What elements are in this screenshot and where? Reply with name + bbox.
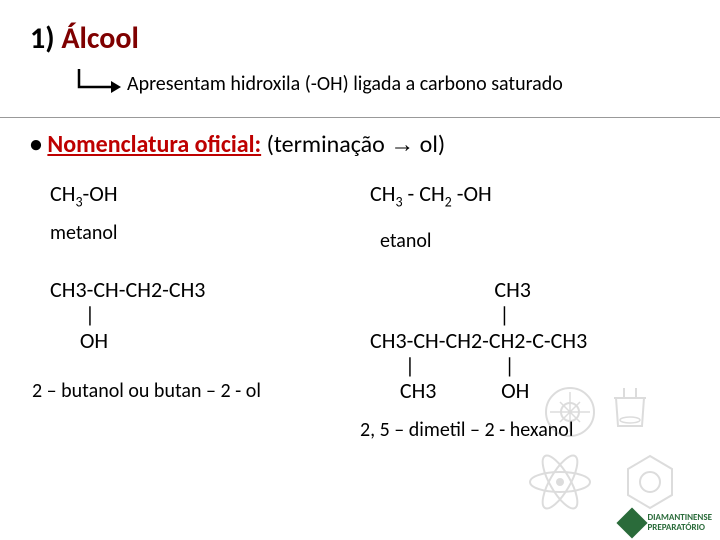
f: -CH	[482, 327, 514, 354]
f: -CH-CH	[407, 327, 471, 354]
f: CH	[50, 180, 75, 207]
arrow-icon: →	[390, 131, 414, 158]
examples-row-1: CH3-OH metanol CH3 - CH2 -OH etanol	[30, 181, 690, 253]
sub: 3	[395, 327, 406, 354]
sub: 3	[75, 193, 82, 210]
f: |	[370, 301, 509, 328]
title-word: Álcool	[61, 20, 139, 57]
sub: 3	[75, 276, 86, 303]
logo-text: DIAMANTINENSE PREPARATÓRIO	[647, 513, 712, 533]
sub: 2	[151, 276, 162, 303]
brand-logo: DIAMANTINENSE PREPARATÓRIO	[621, 512, 712, 534]
f: -OH	[83, 180, 118, 207]
f: OH	[50, 327, 108, 354]
logo-line2: PREPARATÓRIO	[647, 522, 705, 533]
sub: 2	[445, 193, 452, 210]
sub: 2	[471, 327, 482, 354]
nomen-rest-b: ol)	[414, 130, 445, 159]
background-watermark-icon	[510, 372, 710, 532]
f: | |	[370, 352, 515, 379]
f: CH	[370, 327, 395, 354]
f: -CH	[162, 276, 194, 303]
sub: 3	[194, 276, 205, 303]
f: -CH-CH	[87, 276, 151, 303]
sub: 3	[520, 276, 531, 303]
slide-title: 1) Álcool	[30, 20, 690, 57]
sub: 3	[395, 193, 402, 210]
formula-butanol: CH3-CH-CH2-CH3 | OH	[50, 277, 370, 353]
sub: 3	[576, 327, 587, 354]
f: |	[50, 301, 95, 328]
subtitle-text: Apresentam hidroxila (-OH) ligada a carb…	[127, 72, 563, 96]
f: CH	[50, 276, 75, 303]
name-ethanol: etanol	[380, 229, 690, 253]
title-number: 1)	[30, 20, 61, 57]
name-methanol: metanol	[50, 221, 370, 245]
formula-ethanol: CH3 - CH2 -OH	[370, 181, 690, 211]
example-methanol: CH3-OH metanol	[50, 181, 370, 253]
nomen-rest-a: (terminação	[261, 130, 390, 159]
example-ethanol: CH3 - CH2 -OH etanol	[370, 181, 690, 253]
f: -C-CH	[525, 327, 576, 354]
name-butanol: 2 – butanol ou butan – 2 - ol	[32, 379, 370, 403]
nomen-label: Nomenclatura oficial:	[47, 130, 261, 159]
example-butanol: CH3-CH-CH2-CH3 | OH 2 – butanol ou butan…	[50, 277, 370, 441]
elbow-arrow-icon	[75, 69, 121, 99]
bullet: •	[30, 130, 47, 159]
logo-diamond-icon	[617, 507, 648, 538]
f: -OH	[452, 180, 492, 207]
nomenclature-heading: • Nomenclatura oficial: (terminação → ol…	[30, 130, 690, 159]
formula-methanol: CH3-OH	[50, 181, 370, 211]
sub: 2	[514, 327, 525, 354]
f: CH	[370, 276, 520, 303]
subtitle-row: Apresentam hidroxila (-OH) ligada a carb…	[75, 69, 690, 99]
sub: 3	[425, 377, 436, 404]
f: - CH	[403, 180, 445, 207]
f: CH	[370, 377, 425, 404]
divider-line	[0, 117, 720, 118]
f: CH	[370, 180, 395, 207]
